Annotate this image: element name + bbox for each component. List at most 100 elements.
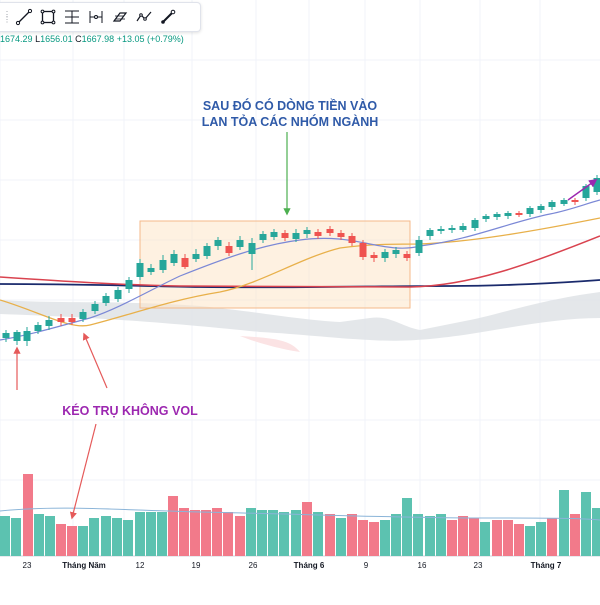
candle <box>215 240 222 246</box>
volume-bar <box>480 522 490 556</box>
volume-bar <box>56 524 66 556</box>
rectangle-icon[interactable] <box>36 5 60 29</box>
volume-bar <box>257 510 267 556</box>
volume-bar <box>246 508 256 556</box>
candle <box>226 246 233 253</box>
volume-bar <box>23 474 33 556</box>
volume-bar <box>425 516 435 556</box>
candle <box>3 333 10 338</box>
volume-bar <box>146 512 156 556</box>
volume-bar <box>581 492 591 556</box>
candle <box>46 320 53 326</box>
candle <box>148 268 155 272</box>
polyline-icon[interactable] <box>132 5 156 29</box>
candle <box>427 230 434 236</box>
volume-bar <box>391 514 401 556</box>
volume-bar <box>492 520 502 556</box>
volume-bar <box>336 518 346 556</box>
volume-bar <box>279 512 289 556</box>
trend-line-icon[interactable] <box>12 5 36 29</box>
trend-arrow-purple <box>568 180 596 200</box>
candle <box>472 220 479 228</box>
parallel-channel-icon[interactable] <box>108 5 132 29</box>
candle <box>92 304 99 311</box>
x-tick-label: 23 <box>474 561 483 570</box>
x-tick-label: 26 <box>249 561 258 570</box>
candle <box>126 280 133 289</box>
volume-bar <box>447 520 457 556</box>
candle <box>572 200 579 202</box>
candle <box>460 226 467 230</box>
candle <box>282 233 289 238</box>
volume-bar <box>514 524 524 556</box>
volume-bar <box>458 516 468 556</box>
candle <box>204 246 211 256</box>
candle <box>103 296 110 303</box>
volume-bar <box>469 518 479 556</box>
candle <box>327 229 334 233</box>
date-range-icon[interactable] <box>84 5 108 29</box>
volume-bar <box>223 512 233 556</box>
down-arrow-red <box>72 424 96 518</box>
candle <box>393 250 400 254</box>
candle <box>14 332 21 341</box>
volume-bar <box>570 514 580 556</box>
annotation-money-flow[interactable]: SAU ĐÓ CÓ DÒNG TIỀN VÀO LAN TỎA CÁC NHÓM… <box>180 98 400 130</box>
x-tick-label: Tháng Năm <box>62 561 106 570</box>
candle <box>338 233 345 237</box>
volume-bar <box>157 512 167 556</box>
candle <box>182 258 189 267</box>
x-tick-label: 12 <box>136 561 145 570</box>
volume-bar <box>45 516 55 556</box>
candle <box>58 318 65 322</box>
candle <box>527 208 534 214</box>
legend-low-value: 1656.01 <box>40 34 73 44</box>
candle <box>249 243 256 254</box>
volume-bar <box>212 508 222 556</box>
volume-bar <box>313 512 323 556</box>
candle <box>382 252 389 258</box>
candle <box>35 325 42 331</box>
annotation-no-volume[interactable]: KÉO TRỤ KHÔNG VOL <box>40 404 220 418</box>
volume-bar <box>190 510 200 556</box>
volume-bar <box>402 498 412 556</box>
volume-bar <box>67 526 77 556</box>
candle <box>160 260 167 270</box>
candle <box>237 240 244 247</box>
volume-bar <box>592 508 600 556</box>
candle <box>260 234 267 240</box>
horizontal-line-icon[interactable] <box>60 5 84 29</box>
candle <box>193 254 200 259</box>
toolbar-grip[interactable]: ⋮⋮ <box>2 3 12 31</box>
volume-bar <box>0 516 10 556</box>
brush-icon[interactable] <box>156 5 180 29</box>
volume-bars <box>0 474 600 556</box>
candle <box>171 254 178 263</box>
candle <box>69 318 76 322</box>
candle <box>494 214 501 217</box>
x-tick-label: 16 <box>418 561 427 570</box>
volume-bar <box>525 526 535 556</box>
volume-bar <box>302 502 312 556</box>
volume-bar <box>559 490 569 556</box>
annotation-line-2: LAN TỎA CÁC NHÓM NGÀNH <box>180 114 400 130</box>
legend-high-value: 1674.29 <box>0 34 33 44</box>
volume-bar <box>380 520 390 556</box>
volume-bar <box>123 520 133 556</box>
volume-bar <box>358 520 368 556</box>
candle <box>561 200 568 204</box>
x-tick-label: 9 <box>364 561 368 570</box>
candle <box>360 243 367 257</box>
annotation-line-1: SAU ĐÓ CÓ DÒNG TIỀN VÀO <box>180 98 400 114</box>
candle <box>416 240 423 253</box>
volume-bar <box>536 522 546 556</box>
drawing-toolbar: ⋮⋮ <box>0 2 201 32</box>
legend-change: +13.05 (+0.79%) <box>117 34 184 44</box>
candle <box>483 216 490 219</box>
candle <box>115 290 122 299</box>
volume-bar <box>11 518 21 556</box>
candle <box>293 233 300 239</box>
legend-close-value: 1667.98 <box>82 34 115 44</box>
